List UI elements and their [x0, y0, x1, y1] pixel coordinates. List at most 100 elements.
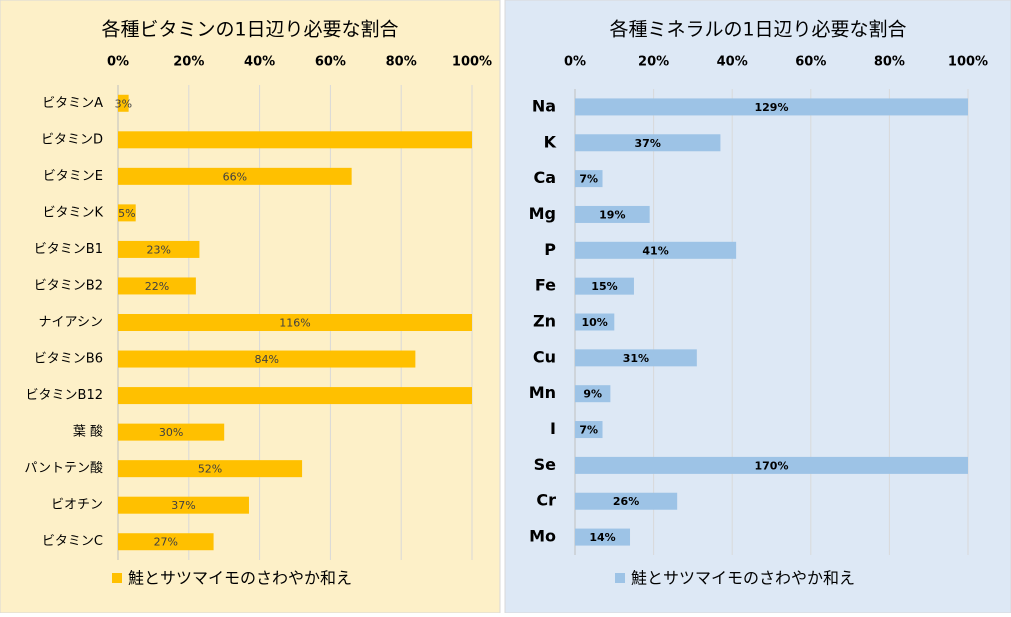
bar: [118, 460, 303, 478]
data-label: 31%: [623, 352, 649, 365]
y-tick-label: ビオチン: [51, 498, 103, 513]
panel: [0, 0, 501, 614]
y-tick-label: Mn: [529, 383, 556, 402]
data-label: 66%: [223, 170, 247, 183]
bar: [118, 204, 136, 222]
x-tick-label: 0%: [107, 55, 129, 70]
data-label: 9%: [583, 388, 602, 401]
x-tick-label: 20%: [638, 55, 669, 70]
y-tick-label: ビタミンA: [42, 96, 103, 111]
data-label: 7%: [579, 424, 598, 437]
data-label: 10%: [581, 316, 607, 329]
x-tick-label: 40%: [244, 55, 275, 70]
chart-title: 各種ビタミンの1日辺り必要な割合: [101, 19, 398, 41]
bar: [118, 387, 472, 405]
bar: [575, 385, 611, 403]
data-label: 41%: [642, 244, 668, 257]
y-tick-label: ビタミンB2: [34, 278, 103, 293]
bar: [575, 205, 650, 223]
x-tick-label: 40%: [717, 55, 748, 70]
bar: [118, 350, 416, 368]
data-label: 7%: [579, 173, 598, 186]
legend-label: 鮭とサツマイモのさわやか和え: [631, 569, 855, 588]
x-tick-label: 100%: [948, 55, 988, 70]
bar: [118, 167, 352, 185]
y-tick-label: I: [550, 419, 556, 438]
bar: [118, 131, 472, 149]
x-tick-label: 0%: [564, 55, 586, 70]
y-tick-label: ビタミンD: [41, 132, 103, 147]
y-tick-label: パントテン酸: [24, 461, 103, 476]
bars: [575, 98, 968, 546]
data-label: 15%: [591, 280, 617, 293]
bar: [575, 170, 603, 188]
y-tick-label: ビタミンB1: [34, 242, 103, 257]
legend-swatch: [615, 573, 625, 583]
bar: [575, 313, 615, 331]
y-tick-label: K: [544, 132, 557, 151]
y-tick-label: P: [544, 240, 556, 259]
bar: [575, 456, 968, 474]
bar: [575, 98, 968, 116]
y-tick-label: Zn: [533, 312, 556, 331]
bar: [118, 314, 472, 331]
data-label: 52%: [198, 463, 222, 476]
y-tick-label: ナイアシン: [39, 315, 103, 330]
bar: [575, 421, 603, 439]
data-label: 37%: [171, 499, 195, 512]
bar: [575, 241, 737, 259]
x-tick-label: 60%: [795, 55, 826, 70]
y-tick-label: ビタミンB12: [26, 388, 103, 403]
data-label: 30%: [159, 426, 183, 439]
x-tick-label: 100%: [452, 55, 492, 70]
bar: [118, 277, 196, 295]
bar: [575, 528, 631, 546]
bar: [118, 94, 129, 112]
x-tick-label: 20%: [173, 55, 204, 70]
x-tick-label: 80%: [874, 55, 905, 70]
data-label: 19%: [599, 208, 625, 221]
y-tick-label: Mo: [529, 527, 556, 546]
data-label: 5%: [118, 207, 135, 220]
bar: [118, 533, 214, 551]
data-label: 84%: [254, 353, 278, 366]
panel: [504, 0, 1011, 614]
bar: [575, 349, 697, 367]
legend-label: 鮭とサツマイモのさわやか和え: [128, 569, 352, 588]
y-tick-label: Cu: [533, 347, 556, 366]
data-label: 129%: [755, 101, 789, 114]
y-tick-label: ビタミンB6: [34, 352, 103, 367]
bar: [118, 496, 249, 514]
data-label: 14%: [589, 531, 615, 544]
y-tick-label: ビタミンE: [43, 169, 103, 184]
chart-title: 各種ミネラルの1日辺り必要な割合: [609, 19, 906, 41]
data-label: 26%: [613, 495, 639, 508]
y-tick-label: Cr: [536, 491, 556, 510]
bar: [575, 492, 678, 510]
data-label: 116%: [279, 317, 310, 330]
data-label: 170%: [755, 459, 789, 472]
y-tick-label: Ca: [533, 168, 556, 187]
data-label: 23%: [146, 243, 170, 256]
data-label: 37%: [635, 137, 661, 150]
y-tick-label: Mg: [529, 204, 556, 223]
x-tick-label: 60%: [315, 55, 346, 70]
data-label: 27%: [154, 536, 178, 549]
y-tick-label: Na: [532, 96, 556, 115]
y-tick-label: Fe: [535, 276, 556, 295]
bars: [118, 94, 472, 551]
y-tick-label: Se: [534, 455, 557, 474]
bar: [575, 277, 634, 295]
y-tick-label: 葉 酸: [73, 425, 103, 440]
y-tick-label: ビタミンC: [42, 534, 103, 549]
data-label: 22%: [145, 280, 169, 293]
y-tick-label: ビタミンK: [42, 205, 103, 220]
bar: [575, 134, 721, 152]
data-label: 3%: [115, 97, 132, 110]
x-tick-label: 80%: [386, 55, 417, 70]
bar: [118, 423, 225, 441]
bar: [118, 240, 200, 258]
legend-swatch: [112, 573, 122, 583]
